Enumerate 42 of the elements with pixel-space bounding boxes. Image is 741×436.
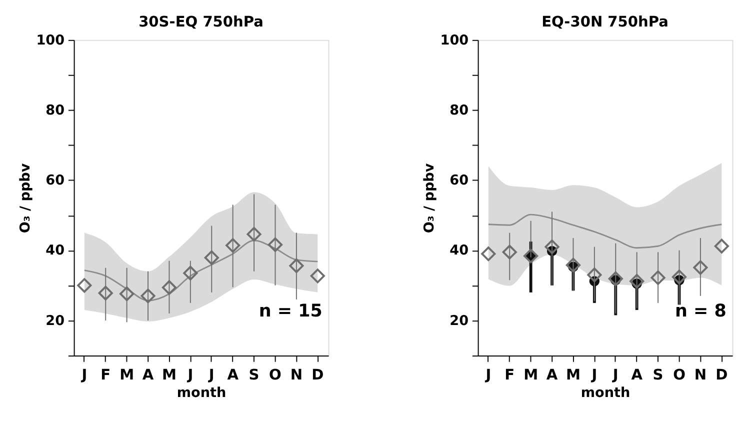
x-tick-label: A bbox=[546, 366, 558, 384]
chart-title: EQ-30N 750hPa bbox=[542, 13, 668, 30]
x-tick-label: O bbox=[673, 366, 686, 384]
x-tick-label: F bbox=[504, 366, 515, 384]
y-tick-label: 100 bbox=[440, 32, 469, 48]
x-tick-label: J bbox=[612, 366, 618, 384]
x-tick-label: J bbox=[590, 366, 598, 384]
annotation: n = 15 bbox=[258, 302, 322, 322]
y-tick-label: 20 bbox=[450, 312, 469, 329]
x-tick-label: J bbox=[208, 366, 214, 384]
x-tick-label: S bbox=[652, 366, 664, 384]
x-tick-label: N bbox=[694, 366, 707, 384]
x-tick-label: J bbox=[186, 366, 194, 384]
chart-title: 30S-EQ 750hPa bbox=[138, 13, 264, 30]
y-tick-label: 40 bbox=[450, 242, 469, 259]
y-tick-label: 20 bbox=[46, 312, 65, 329]
y-tick-label: 80 bbox=[450, 102, 469, 118]
x-tick-label: M bbox=[566, 366, 580, 384]
y-tick-label: 100 bbox=[36, 32, 65, 48]
x-tick-label: M bbox=[120, 366, 134, 384]
x-tick-label: M bbox=[162, 366, 176, 384]
x-tick-label: A bbox=[227, 366, 240, 384]
annotation: n = 8 bbox=[675, 302, 726, 322]
x-tick-label: A bbox=[631, 366, 644, 384]
y-axis-title: O₃ / ppbv bbox=[421, 163, 438, 234]
x-tick-label: D bbox=[716, 366, 728, 384]
x-tick-label: O bbox=[269, 366, 282, 384]
y-tick-label: 60 bbox=[46, 172, 65, 189]
x-tick-label: A bbox=[142, 366, 154, 384]
y-tick-label: 40 bbox=[46, 242, 65, 259]
x-tick-label: J bbox=[484, 366, 492, 384]
x-axis-title: month bbox=[176, 384, 226, 401]
x-axis-title: month bbox=[580, 384, 630, 401]
x-tick-label: S bbox=[248, 366, 260, 384]
x-tick-label: J bbox=[80, 366, 88, 384]
y-tick-label: 80 bbox=[46, 102, 65, 118]
x-tick-label: N bbox=[290, 366, 303, 384]
x-tick-label: M bbox=[524, 366, 538, 384]
y-axis-title: O₃ / ppbv bbox=[17, 163, 34, 234]
x-tick-label: D bbox=[312, 366, 324, 384]
y-tick-label: 60 bbox=[450, 172, 469, 189]
x-tick-label: F bbox=[100, 366, 111, 384]
